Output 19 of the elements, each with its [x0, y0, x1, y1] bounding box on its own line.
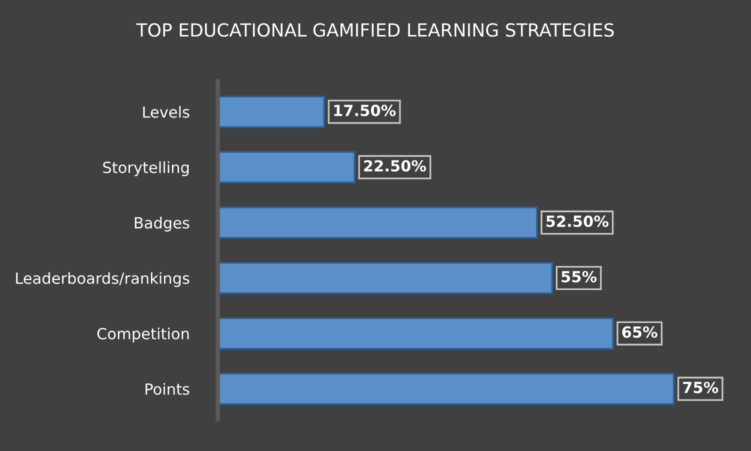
data-label: 17.50%: [334, 104, 396, 116]
bar: [218, 96, 326, 128]
chart-title: TOP EDUCATIONAL GAMIFIED LEARNING STRATEGIES: [136, 23, 614, 37]
y-tick-label: Levels: [143, 106, 190, 118]
y-tick-label: Storytelling: [103, 161, 189, 176]
y-tick-label: Badges: [134, 216, 190, 232]
data-label: 52.50%: [546, 215, 608, 228]
bar: [218, 262, 553, 294]
y-tick-label: Points: [146, 383, 190, 395]
data-label: 55%: [562, 270, 597, 282]
data-label: 22.50%: [364, 160, 426, 172]
bar: [218, 372, 675, 405]
data-label: 75%: [683, 382, 718, 394]
y-tick-label: Competition: [97, 328, 189, 342]
bar: [218, 151, 356, 184]
bar: [218, 317, 614, 350]
bar: [218, 206, 538, 239]
y-tick-label: Leaderboards/rankings: [16, 272, 190, 287]
data-label: 65%: [622, 326, 658, 338]
